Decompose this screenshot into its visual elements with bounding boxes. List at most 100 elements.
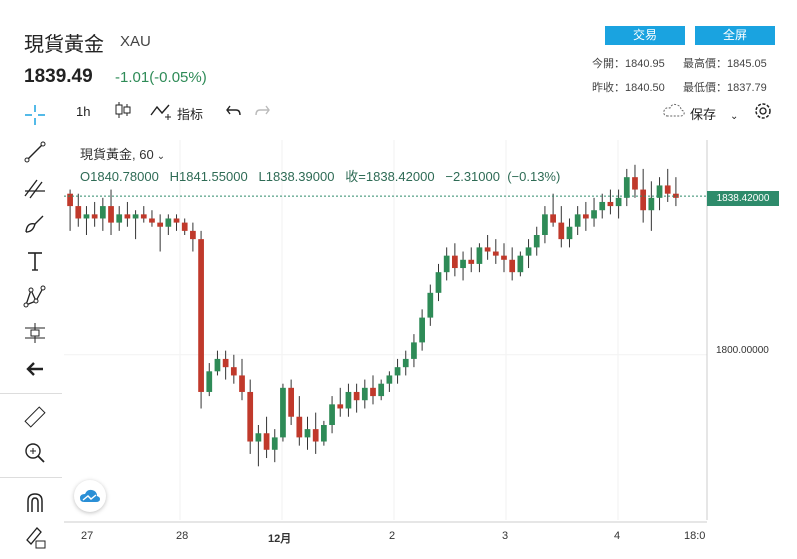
- candle-body: [460, 259, 466, 269]
- candle-body: [492, 251, 499, 256]
- candle-body: [476, 247, 483, 264]
- crosshair-icon[interactable]: [22, 102, 48, 128]
- candle-body: [190, 230, 196, 240]
- candle-body: [75, 206, 82, 219]
- candle-body: [525, 247, 532, 256]
- candle-body: [337, 404, 344, 409]
- lock-pencil-icon[interactable]: [22, 524, 48, 550]
- fullscreen-button[interactable]: 全屏: [695, 26, 775, 45]
- ruler-icon[interactable]: [22, 404, 48, 430]
- candle-body: [419, 317, 425, 343]
- undo-icon[interactable]: [225, 102, 243, 126]
- candle-body: [239, 375, 245, 392]
- chevron-down-icon[interactable]: ⌄: [156, 151, 166, 162]
- low-value: 1837.79: [727, 82, 767, 94]
- price-change: -1.01(-0.05%): [115, 69, 207, 86]
- x-tick-label: 18:0: [684, 530, 706, 542]
- candle-body: [607, 201, 614, 207]
- pattern-icon[interactable]: [22, 284, 48, 310]
- instrument-title: 現貨黃金: [24, 34, 104, 56]
- back-arrow-icon[interactable]: [22, 356, 48, 382]
- candle-body: [484, 247, 491, 252]
- candle-body: [230, 367, 237, 376]
- candle-body: [394, 367, 401, 376]
- candle-body: [378, 383, 385, 397]
- candle-body: [124, 214, 131, 219]
- prev-close-stat: 昨收：1840.50: [592, 79, 665, 95]
- candle-body: [623, 177, 630, 198]
- candle-body: [321, 425, 327, 442]
- candle-body: [574, 214, 581, 227]
- candle-body: [247, 391, 254, 442]
- candle-body: [632, 177, 638, 190]
- candle-body: [91, 214, 98, 219]
- chart-legend-title[interactable]: 現貨黃金, 60 ⌄: [80, 144, 165, 163]
- redo-icon[interactable]: [253, 102, 271, 126]
- candle-body: [517, 255, 524, 273]
- candles-icon[interactable]: [114, 100, 132, 124]
- candle-body: [108, 206, 114, 223]
- x-tick-label: 27: [81, 530, 94, 542]
- text-icon[interactable]: [22, 248, 48, 274]
- magnet-icon[interactable]: [22, 490, 48, 516]
- legend-symbol: 現貨黃金, 60: [80, 147, 154, 162]
- candle-body: [361, 387, 368, 401]
- candle-body: [542, 214, 548, 235]
- candle-body: [149, 218, 155, 223]
- indicators-button[interactable]: 指标: [177, 107, 204, 122]
- candle-body: [304, 429, 311, 438]
- gear-icon[interactable]: [752, 100, 774, 124]
- prev-close-label: 昨收：: [592, 82, 625, 94]
- open-label: 今開：: [592, 58, 625, 70]
- brush-icon[interactable]: [22, 211, 48, 237]
- candle-body: [443, 255, 450, 273]
- chevron-down-icon[interactable]: ⌄: [730, 111, 739, 122]
- candle-body: [599, 201, 606, 211]
- candle-body: [165, 218, 172, 227]
- candle-body: [288, 387, 294, 417]
- y-axis-label: 1800.00000: [716, 345, 769, 356]
- candle-body: [116, 214, 123, 223]
- candle-body: [566, 226, 573, 240]
- save-button[interactable]: 保存 ⌄: [690, 104, 738, 128]
- candle-body: [509, 259, 516, 273]
- candle-body: [312, 429, 319, 442]
- fib-icon[interactable]: [22, 175, 48, 201]
- low-label: 最低價：: [683, 82, 727, 94]
- candle-body: [181, 222, 188, 231]
- candle-body: [99, 206, 106, 219]
- indicator-icon[interactable]: [150, 101, 174, 125]
- candle-body: [370, 387, 376, 397]
- candle-body: [140, 214, 147, 219]
- candle-body: [386, 375, 393, 384]
- candle-body: [263, 433, 270, 450]
- open-stat: 今開：1840.95: [592, 55, 665, 71]
- zoom-icon[interactable]: [22, 440, 48, 466]
- instrument-symbol: XAU: [120, 33, 151, 50]
- prev-close-value: 1840.50: [625, 82, 665, 94]
- high-label: 最高價：: [683, 58, 727, 70]
- candle-body: [173, 218, 180, 223]
- candle-body: [656, 185, 663, 198]
- trade-button[interactable]: 交易: [605, 26, 685, 45]
- candle-body: [550, 214, 556, 223]
- open-value: 1840.95: [625, 58, 665, 70]
- candle-body: [206, 371, 213, 392]
- candle-body: [329, 404, 335, 425]
- candle-body: [255, 433, 262, 442]
- low-stat: 最低價：1837.79: [683, 79, 767, 95]
- candle-body: [296, 416, 303, 438]
- cloud-sync-icon[interactable]: [74, 480, 106, 512]
- candle-body: [664, 185, 671, 194]
- cloud-icon[interactable]: [662, 101, 686, 125]
- candle-body: [353, 391, 360, 401]
- candle-body: [501, 255, 507, 260]
- candle-body: [468, 259, 475, 264]
- trend-line-icon[interactable]: [22, 139, 48, 165]
- measure-icon[interactable]: [22, 320, 48, 346]
- candle-body: [271, 437, 278, 450]
- interval-button[interactable]: 1h: [76, 104, 91, 119]
- candle-body: [673, 193, 679, 198]
- high-value: 1845.05: [727, 58, 767, 70]
